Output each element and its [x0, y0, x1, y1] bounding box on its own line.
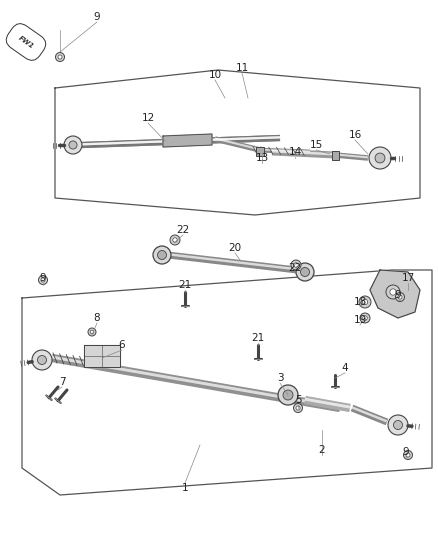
Circle shape	[360, 313, 370, 323]
Text: 5: 5	[295, 395, 301, 405]
Circle shape	[296, 406, 300, 410]
Text: 18: 18	[353, 297, 367, 307]
Circle shape	[64, 136, 82, 154]
Text: 4: 4	[342, 363, 348, 373]
Text: 9: 9	[403, 447, 410, 457]
Text: 11: 11	[235, 63, 249, 73]
Circle shape	[363, 316, 367, 320]
Circle shape	[39, 276, 47, 285]
Circle shape	[296, 263, 314, 281]
Text: 1: 1	[182, 483, 188, 493]
Circle shape	[300, 268, 310, 277]
Text: 22: 22	[288, 263, 302, 273]
Circle shape	[362, 300, 367, 305]
Text: 7: 7	[59, 377, 65, 387]
Circle shape	[393, 421, 403, 430]
Circle shape	[88, 328, 96, 336]
Text: 3: 3	[277, 373, 283, 383]
Circle shape	[32, 350, 52, 370]
Circle shape	[291, 260, 301, 270]
Circle shape	[386, 285, 400, 299]
Circle shape	[170, 235, 180, 245]
Circle shape	[396, 293, 405, 302]
Circle shape	[56, 52, 64, 61]
Text: 14: 14	[288, 147, 302, 157]
Text: 20: 20	[229, 243, 242, 253]
Circle shape	[403, 450, 413, 459]
Text: 22: 22	[177, 225, 190, 235]
Circle shape	[369, 147, 391, 169]
Text: 16: 16	[348, 130, 362, 140]
Text: 9: 9	[40, 273, 46, 283]
Circle shape	[153, 246, 171, 264]
Circle shape	[158, 251, 166, 260]
Text: 21: 21	[178, 280, 192, 290]
Circle shape	[293, 403, 303, 413]
Circle shape	[375, 153, 385, 163]
Text: 13: 13	[255, 153, 268, 163]
Circle shape	[398, 295, 402, 299]
Circle shape	[359, 296, 371, 308]
Circle shape	[173, 238, 177, 243]
Circle shape	[38, 356, 46, 365]
Text: 2: 2	[319, 445, 325, 455]
Text: 12: 12	[141, 113, 155, 123]
Circle shape	[90, 330, 94, 334]
Text: 9: 9	[395, 290, 401, 300]
Polygon shape	[84, 345, 120, 367]
Text: 19: 19	[353, 315, 367, 325]
Circle shape	[58, 55, 62, 59]
Text: 15: 15	[309, 140, 323, 150]
Polygon shape	[370, 270, 420, 318]
Text: FW1: FW1	[17, 35, 35, 50]
Circle shape	[294, 263, 298, 267]
Text: 10: 10	[208, 70, 222, 80]
Circle shape	[69, 141, 77, 149]
Circle shape	[406, 453, 410, 457]
Polygon shape	[163, 134, 212, 147]
Text: 9: 9	[94, 12, 100, 22]
Circle shape	[283, 390, 293, 400]
Circle shape	[390, 289, 396, 295]
Circle shape	[388, 415, 408, 435]
FancyBboxPatch shape	[256, 147, 264, 156]
Text: 21: 21	[251, 333, 265, 343]
Text: 17: 17	[401, 273, 415, 283]
Circle shape	[278, 385, 298, 405]
Circle shape	[41, 278, 45, 282]
Text: 8: 8	[94, 313, 100, 323]
FancyBboxPatch shape	[332, 151, 339, 160]
Text: 6: 6	[119, 340, 125, 350]
